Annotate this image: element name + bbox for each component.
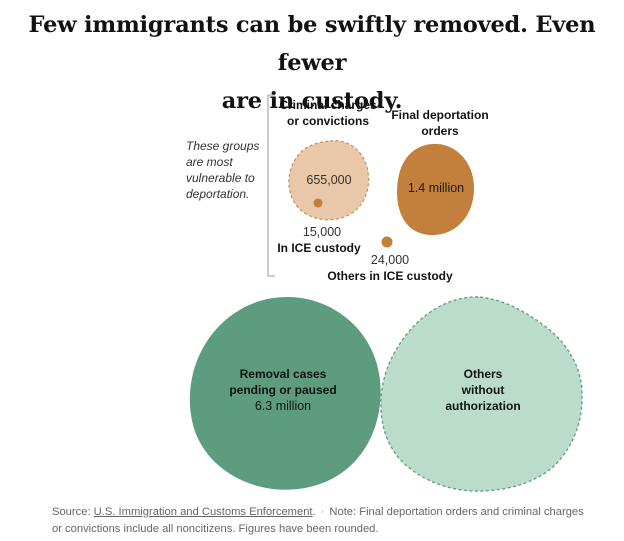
removal-label-line-1: Removal cases	[240, 367, 327, 381]
bubble-chart: These groups are most vulnerable to depo…	[186, 94, 583, 492]
bracket-note-line-3: vulnerable to	[186, 171, 255, 185]
removal-cases-bubble	[189, 297, 381, 490]
others-without-authorization-bubble	[380, 296, 583, 492]
others-unauth-label-line-2: without	[461, 383, 505, 397]
headline-line-2: are in custody.	[221, 88, 403, 114]
criminal-value-label: 655,000	[306, 173, 351, 187]
removal-value-label: 6.3 million	[255, 399, 311, 413]
bracket-note-line-1: These groups	[186, 139, 259, 153]
others-ice-value-label: 24,000	[371, 253, 409, 267]
ice-custody-value-label: 15,000	[303, 225, 341, 239]
criminal-label-line-2: or convictions	[287, 114, 369, 128]
chart-headline: Few immigrants can be swiftly removed. E…	[0, 6, 624, 120]
ice-custody-dot	[313, 198, 323, 208]
removal-label-line-2: pending or paused	[229, 383, 336, 397]
others-unauth-label-line-3: authorization	[445, 399, 520, 413]
ice-custody-label: In ICE custody	[277, 241, 361, 255]
final-orders-label-line-1: Final deportation	[391, 108, 488, 122]
others-ice-custody-dot	[381, 236, 393, 248]
final-deportation-orders-bubble	[397, 143, 474, 236]
headline-line-1: Few immigrants can be swiftly removed. E…	[28, 12, 596, 76]
vulnerable-groups-bracket	[267, 94, 275, 277]
criminal-label-line-1: Criminal charges	[279, 98, 377, 112]
final-orders-label-line-2: orders	[421, 124, 459, 138]
source-link[interactable]: U.S. Immigration and Customs Enforcement	[93, 506, 313, 518]
criminal-charges-bubble	[288, 140, 370, 221]
source-period: .	[312, 506, 316, 518]
final-orders-value-label: 1.4 million	[408, 181, 464, 195]
source-note: Source: U.S. Immigration and Customs Enf…	[52, 504, 612, 538]
bracket-note-line-4: deportation.	[186, 187, 249, 201]
separator-dot: ·	[320, 506, 325, 518]
note-line-2: or convictions include all noncitizens. …	[52, 523, 379, 535]
others-unauth-label-line-1: Others	[464, 367, 503, 381]
others-ice-label: Others in ICE custody	[327, 269, 453, 283]
note-line-1: Note: Final deportation orders and crimi…	[329, 506, 584, 518]
bracket-note-line-2: are most	[186, 155, 233, 169]
source-prefix: Source:	[52, 506, 94, 518]
